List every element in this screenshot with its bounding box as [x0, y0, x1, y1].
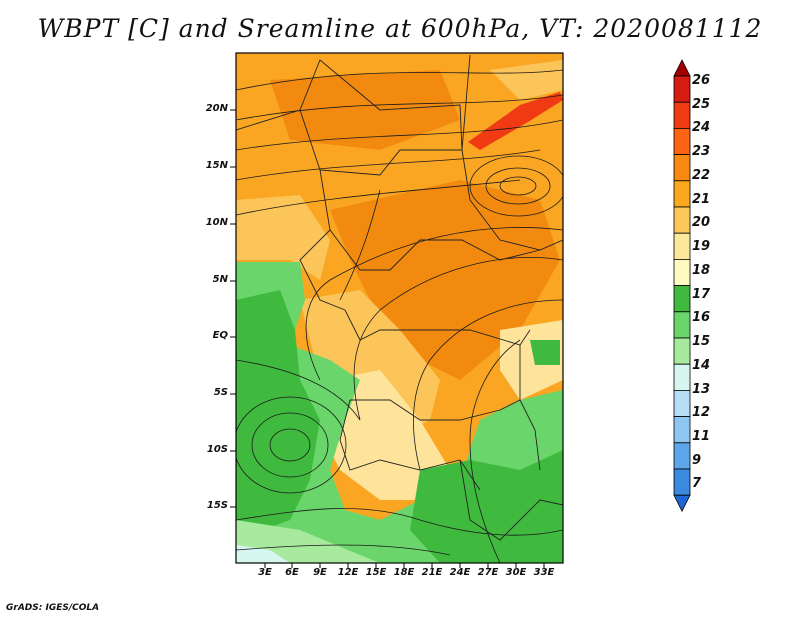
border-line	[519, 345, 541, 471]
vortex-south	[269, 428, 311, 462]
colorbar-label: 24	[692, 120, 711, 136]
colorbar-swatch	[673, 75, 691, 103]
map-title: WBPT [C] and Sreamline at 600hPa, VT: 20…	[37, 14, 763, 43]
colorbar-label: 15	[692, 334, 711, 350]
streamline	[236, 544, 451, 556]
lat-label: 10N	[205, 217, 228, 228]
colorbar-label: 7	[692, 476, 702, 492]
colorbar-label: 26	[692, 73, 711, 88]
colorbar-label: 22	[692, 167, 711, 183]
colorbar-swatch	[673, 311, 691, 339]
lon-label: 27E	[477, 567, 499, 578]
field-green-east-patch	[530, 340, 560, 365]
lon-label: 30E	[505, 567, 527, 578]
streamline	[236, 69, 563, 91]
field-mild-east	[490, 60, 563, 100]
field-cool-corner	[236, 545, 290, 563]
colorbar-label: 12	[692, 405, 711, 421]
lat-label: 5S	[213, 387, 228, 398]
colorbar	[673, 59, 691, 513]
lon-label: 24E	[449, 567, 471, 578]
border-line	[461, 149, 563, 251]
colorbar-label: 9	[692, 452, 702, 468]
colorbar-swatch	[673, 442, 691, 470]
colorbar-bottom-arrow	[673, 494, 691, 513]
lat-label: 20N	[205, 103, 228, 114]
lon-label: 9E	[313, 567, 327, 578]
colorbar-label: 14	[692, 357, 711, 373]
colorbar-swatch	[673, 416, 691, 444]
vortex-north	[485, 167, 551, 205]
lon-label: 18E	[393, 567, 415, 578]
vortex-south	[251, 412, 329, 478]
streamline	[353, 257, 563, 421]
colorbar-label: 18	[692, 262, 711, 278]
colorbar-label: 16	[692, 310, 711, 326]
lon-label: 6E	[285, 567, 299, 578]
border-line	[299, 229, 346, 311]
colorbar-swatch	[673, 127, 691, 155]
streamline	[236, 119, 563, 151]
colorbar-label: 11	[692, 429, 711, 444]
colorbar-swatch	[673, 389, 691, 417]
colorbar-swatch	[673, 154, 691, 182]
field-red-patch	[468, 92, 563, 150]
streamline	[469, 339, 521, 563]
colorbar-swatch	[673, 258, 691, 286]
border-line	[350, 399, 521, 421]
vortex-south	[236, 396, 347, 494]
lat-label: 15N	[205, 160, 228, 171]
colorbar-swatch	[673, 363, 691, 391]
lat-label: 15S	[206, 500, 228, 511]
credit-text: GrADS: IGES/COLA	[6, 603, 100, 613]
colorbar-label: 17	[692, 286, 711, 302]
colorbar-swatch	[673, 337, 691, 365]
field-green-dark-west	[236, 290, 320, 540]
field-mild-west	[236, 195, 330, 280]
lat-ticks	[230, 109, 236, 508]
border-line	[319, 169, 541, 271]
lon-label: 12E	[337, 567, 359, 578]
streamlines	[236, 69, 563, 563]
field-north-core	[270, 70, 460, 150]
colorbar-label: 25	[692, 96, 711, 112]
streamline	[339, 189, 381, 301]
colorbar-swatch	[673, 206, 691, 234]
streamline	[413, 299, 563, 471]
lon-label: 21E	[421, 567, 443, 578]
streamline	[236, 179, 521, 216]
country-borders	[236, 54, 563, 541]
field-pale-south	[320, 370, 450, 500]
lat-label: EQ	[212, 330, 228, 341]
colorbar-label: 13	[692, 381, 711, 397]
streamline	[236, 508, 563, 536]
colorbar-swatch	[673, 101, 691, 129]
colorbar-label: 21	[692, 191, 711, 207]
colorbar-top-arrow	[673, 59, 691, 77]
streamline	[236, 359, 361, 421]
plot-frame	[235, 52, 564, 564]
lon-label: 3E	[258, 567, 272, 578]
vortex-north	[469, 155, 563, 217]
streamline	[305, 227, 563, 381]
colorbar-swatch	[673, 468, 691, 496]
border-line	[459, 459, 563, 541]
lon-label: 15E	[365, 567, 387, 578]
colorbar-label: 23	[692, 144, 711, 160]
lon-label: 33E	[533, 567, 555, 578]
lon-ticks	[264, 563, 545, 568]
streamline	[236, 94, 563, 121]
colorbar-swatch	[673, 232, 691, 260]
lat-label: 5N	[212, 274, 228, 285]
colorbar-swatch	[673, 180, 691, 208]
border-line	[299, 109, 462, 176]
streamline	[236, 149, 541, 181]
vortex-north	[499, 176, 537, 196]
colorbar-label: 20	[692, 215, 711, 231]
temperature-field	[236, 53, 563, 563]
colorbar-label: 19	[692, 239, 711, 255]
lat-label: 10S	[206, 444, 228, 455]
colorbar-swatch	[673, 285, 691, 313]
